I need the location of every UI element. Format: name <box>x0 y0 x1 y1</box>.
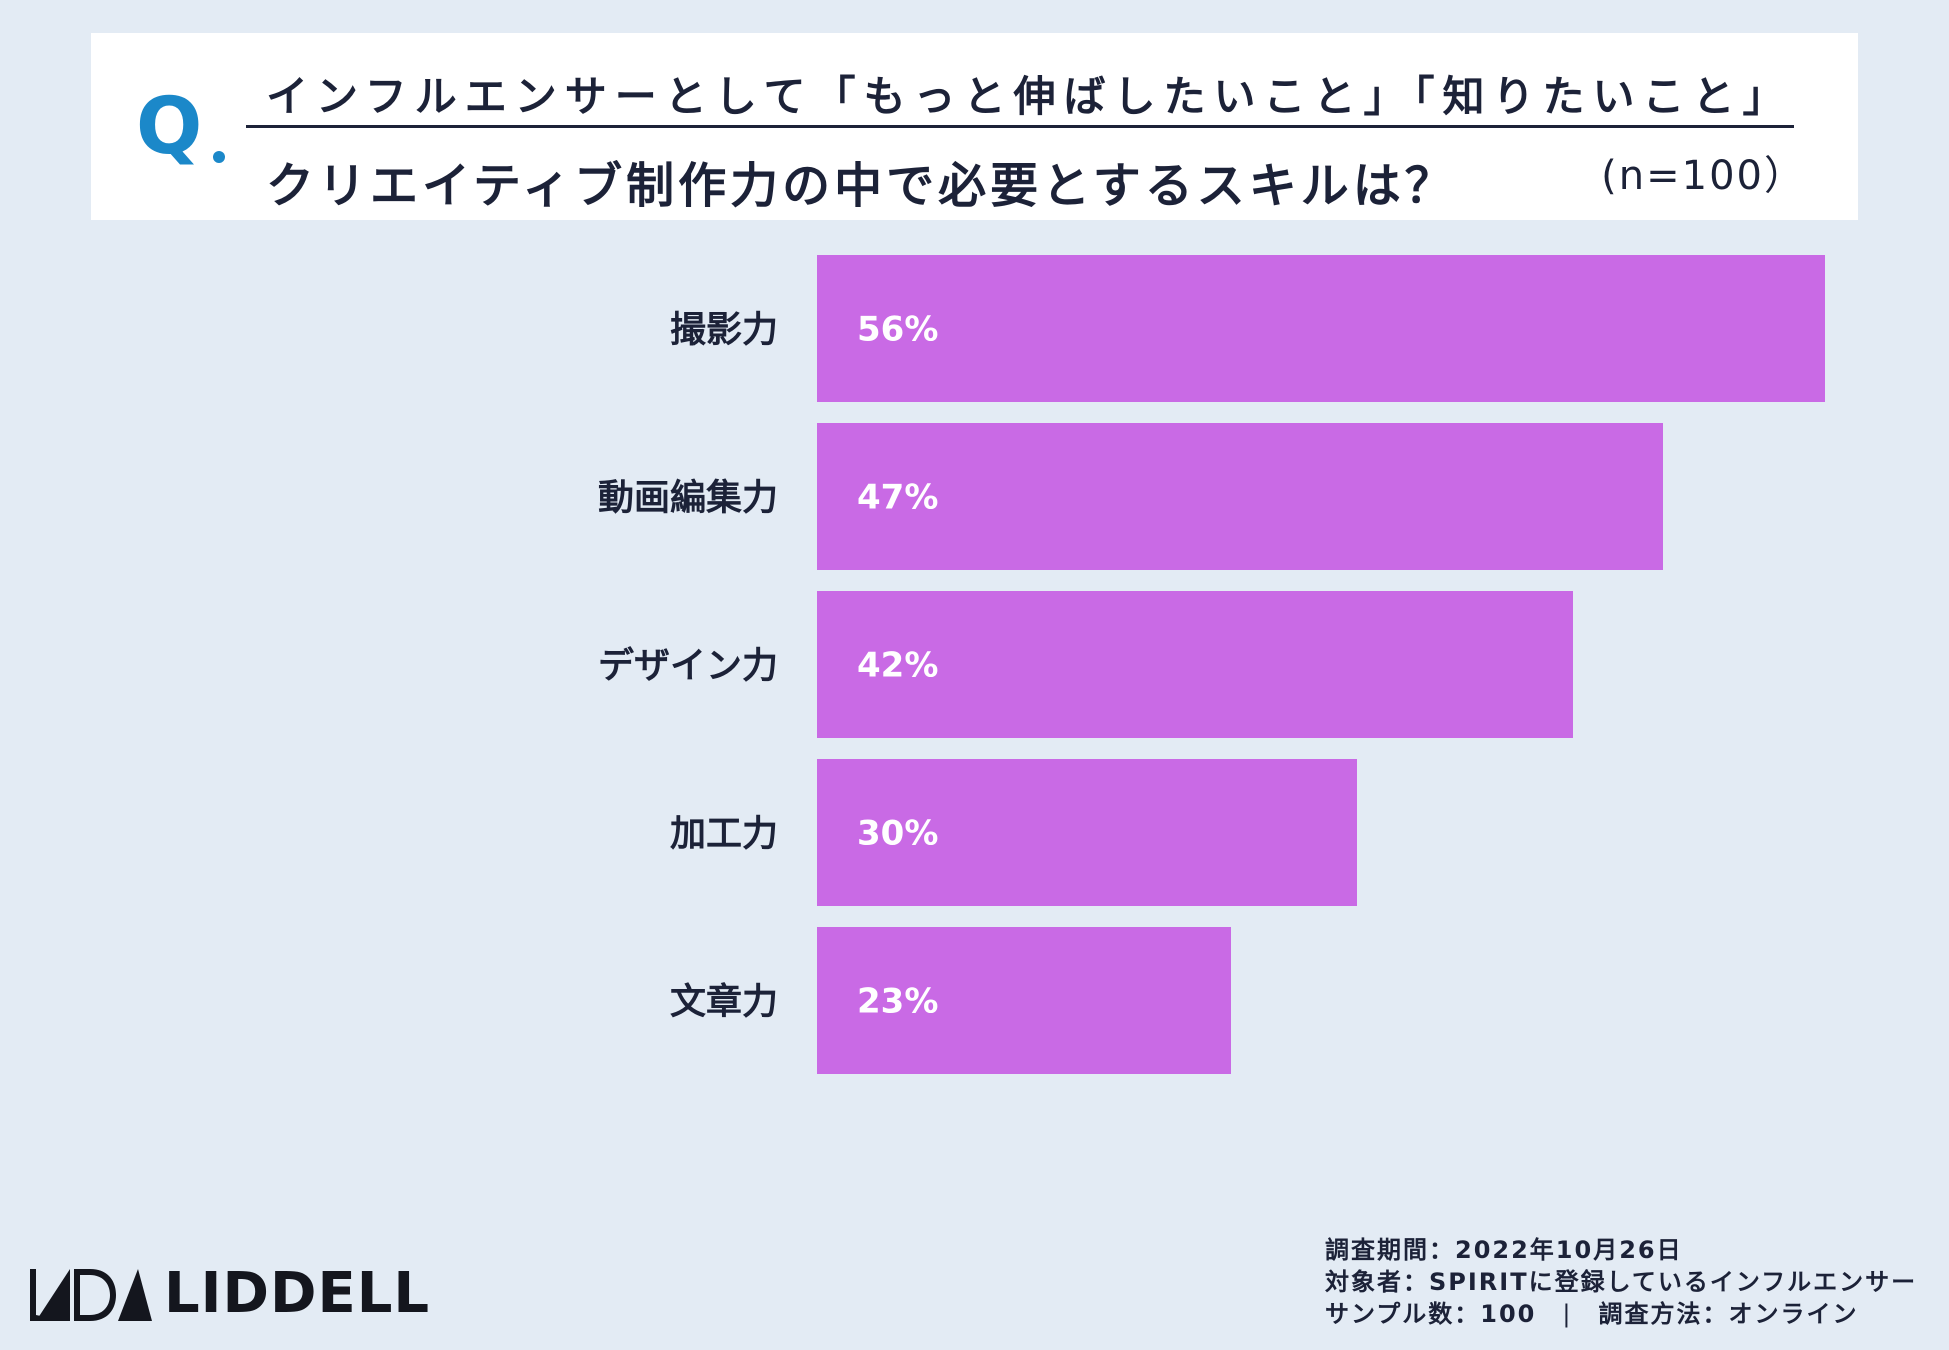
value-label-1: 47% <box>857 478 938 518</box>
question-mark-dot <box>213 151 225 163</box>
liddell-logo-icon <box>30 1269 152 1321</box>
value-label-4: 23% <box>857 982 938 1022</box>
question-divider <box>246 125 1794 128</box>
survey-sample-size: サンプル数：100 <box>1325 1300 1537 1328</box>
liddell-logo: LIDDELL <box>30 1265 430 1323</box>
category-label-4: 文章力 <box>670 981 778 1023</box>
survey-period: 調査期間：2022年10月26日 <box>1325 1236 1683 1264</box>
category-label-2: デザイン力 <box>598 645 778 687</box>
bar-2 <box>817 591 1573 738</box>
question-line-1: インフルエンサーとして「もっと伸ばしたいこと」「知りたいこと」 <box>266 72 1793 121</box>
value-label-0: 56% <box>857 310 938 350</box>
category-label-1: 動画編集力 <box>598 478 778 519</box>
category-label-0: 撮影力 <box>670 310 778 351</box>
question-mark: Q <box>136 82 203 172</box>
value-label-2: 42% <box>857 646 938 686</box>
value-label-3: 30% <box>857 814 938 854</box>
bar-3 <box>817 759 1357 906</box>
question-line-2: クリエイティブ制作力の中で必要とするスキルは？ <box>266 158 1457 214</box>
survey-method: 調査方法：オンライン <box>1598 1300 1859 1328</box>
notes-separator: | <box>1562 1300 1573 1328</box>
survey-notes: 調査期間：2022年10月26日 対象者：SPIRITに登録しているインフルエン… <box>1325 1234 1917 1330</box>
bar-0 <box>817 255 1825 402</box>
bar-4 <box>817 927 1231 1074</box>
logo-wordmark: LIDDELL <box>164 1261 431 1326</box>
category-label-3: 加工力 <box>670 814 778 855</box>
sample-size-note: (n=100） <box>1601 153 1806 199</box>
question-card: Q インフルエンサーとして「もっと伸ばしたいこと」「知りたいこと」 クリエイティ… <box>91 33 1858 220</box>
bar-1 <box>817 423 1663 570</box>
survey-target: 対象者：SPIRITに登録しているインフルエンサー <box>1325 1268 1918 1296</box>
survey-sample-method: サンプル数：100 | 調査方法：オンライン <box>1325 1298 1917 1330</box>
